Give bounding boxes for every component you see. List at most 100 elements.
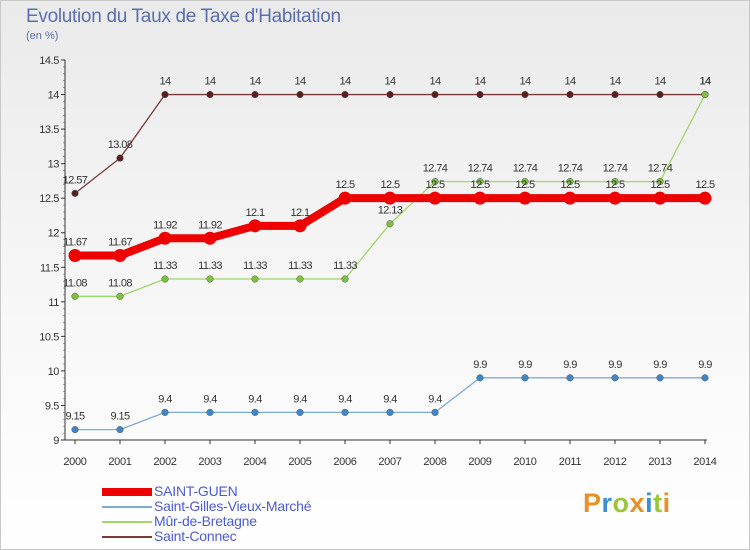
- data-label-mur-de-bretagne: 12.74: [603, 163, 628, 175]
- data-label-mur-de-bretagne: 12.74: [423, 163, 448, 175]
- data-label-saint-gilles-vieux-marche: 9.4: [428, 393, 442, 405]
- data-point-saint-guen: [338, 191, 352, 205]
- chart-subtitle: (en %): [26, 30, 59, 42]
- data-label-saint-connec: 14: [654, 76, 666, 88]
- legend-swatch: [102, 536, 152, 538]
- data-point-saint-guen: [68, 249, 82, 263]
- proxiti-logo: Proxiti: [583, 488, 671, 519]
- data-point-mur-de-bretagne: [341, 275, 349, 283]
- data-point-saint-guen: [113, 249, 127, 263]
- data-point-saint-guen: [518, 191, 532, 205]
- data-point-mur-de-bretagne: [251, 275, 259, 283]
- data-label-saint-guen: 11.92: [153, 219, 177, 231]
- data-point-saint-connec: [161, 90, 169, 99]
- data-point-saint-connec: [251, 90, 259, 99]
- y-tick-label: 14: [48, 90, 60, 102]
- data-point-mur-de-bretagne: [296, 275, 304, 283]
- data-point-saint-gilles-vieux-marche: [701, 374, 709, 382]
- data-label-mur-de-bretagne: 11.33: [153, 260, 177, 272]
- data-point-saint-gilles-vieux-marche: [476, 374, 484, 382]
- y-tick-label: 10: [48, 366, 60, 378]
- data-point-mur-de-bretagne: [566, 178, 574, 186]
- x-tick-label: 2005: [288, 456, 311, 468]
- data-label-saint-guen: 12.1: [245, 207, 264, 219]
- data-label-saint-connec: 14: [699, 76, 711, 88]
- data-label-saint-gilles-vieux-marche: 9.4: [383, 393, 397, 405]
- data-point-saint-connec: [611, 90, 619, 99]
- data-label-saint-guen: 12.5: [695, 179, 714, 191]
- data-label-mur-de-bretagne: 12.74: [648, 163, 673, 175]
- data-point-saint-connec: [341, 90, 349, 99]
- x-tick-label: 2008: [423, 456, 446, 468]
- data-point-mur-de-bretagne: [206, 275, 214, 283]
- data-label-saint-connec: 14: [249, 76, 261, 88]
- data-label-saint-gilles-vieux-marche: 9.9: [698, 359, 712, 371]
- chart-title: Evolution du Taux de Taxe d'Habitation: [26, 6, 341, 27]
- x-tick-label: 2014: [693, 456, 716, 468]
- legend-label: SAINT-GUEN: [154, 483, 238, 499]
- data-point-saint-guen: [248, 219, 262, 233]
- data-point-saint-guen: [203, 231, 217, 245]
- data-label-saint-gilles-vieux-marche: 9.4: [338, 393, 352, 405]
- data-label-saint-gilles-vieux-marche: 9.9: [563, 359, 577, 371]
- data-point-saint-connec: [521, 90, 529, 99]
- data-point-saint-guen: [158, 231, 172, 245]
- data-point-saint-connec: [656, 90, 664, 99]
- data-label-saint-guen: 12.1: [290, 207, 309, 219]
- data-label-saint-gilles-vieux-marche: 9.15: [110, 411, 129, 423]
- x-tick-label: 2006: [333, 456, 356, 468]
- data-point-saint-gilles-vieux-marche: [161, 408, 169, 416]
- data-point-saint-guen: [473, 191, 487, 205]
- data-point-mur-de-bretagne: [656, 178, 664, 186]
- data-label-saint-connec: 13.08: [108, 139, 133, 151]
- logo-letter: i: [645, 488, 654, 518]
- x-tick-label: 2003: [198, 456, 221, 468]
- data-label-saint-gilles-vieux-marche: 9.4: [158, 393, 172, 405]
- data-point-saint-gilles-vieux-marche: [116, 426, 124, 434]
- data-point-saint-connec: [206, 90, 214, 99]
- data-point-saint-guen: [608, 191, 622, 205]
- data-label-mur-de-bretagne: 12.74: [558, 163, 583, 175]
- data-point-saint-connec: [296, 90, 304, 99]
- logo-letter: t: [653, 488, 663, 518]
- legend-label: Saint-Gilles-Vieux-Marché: [154, 498, 312, 514]
- data-point-saint-gilles-vieux-marche: [206, 408, 214, 416]
- data-label-saint-connec: 14: [204, 76, 216, 88]
- data-point-mur-de-bretagne: [116, 292, 124, 300]
- logo-letter: o: [612, 488, 630, 518]
- data-label-saint-gilles-vieux-marche: 9.9: [518, 359, 532, 371]
- data-point-saint-gilles-vieux-marche: [251, 408, 259, 416]
- data-point-mur-de-bretagne: [476, 178, 484, 186]
- legend-swatch: [102, 521, 152, 523]
- data-label-saint-gilles-vieux-marche: 9.4: [293, 393, 307, 405]
- data-label-saint-guen: 11.92: [198, 219, 222, 231]
- data-label-saint-connec: 14: [609, 76, 621, 88]
- data-label-saint-guen: 11.67: [108, 237, 132, 249]
- data-point-saint-guen: [653, 191, 667, 205]
- data-label-saint-connec: 14: [294, 76, 306, 88]
- data-label-saint-guen: 12.5: [470, 179, 489, 191]
- x-tick-label: 2007: [378, 456, 401, 468]
- data-point-saint-gilles-vieux-marche: [521, 374, 529, 382]
- x-tick-label: 2000: [63, 456, 86, 468]
- data-point-saint-connec: [386, 90, 394, 99]
- y-tick-label: 13: [48, 159, 60, 171]
- data-point-mur-de-bretagne: [386, 220, 394, 228]
- logo-letter: x: [629, 488, 646, 518]
- data-point-mur-de-bretagne: [161, 275, 169, 283]
- data-point-mur-de-bretagne: [431, 178, 439, 186]
- data-point-saint-gilles-vieux-marche: [341, 408, 349, 416]
- data-label-saint-connec: 14: [564, 76, 576, 88]
- x-tick-label: 2002: [153, 456, 176, 468]
- data-label-saint-guen: 12.5: [425, 179, 444, 191]
- data-label-mur-de-bretagne: 11.33: [288, 260, 312, 272]
- data-label-mur-de-bretagne: 11.08: [108, 277, 132, 289]
- legend-swatch: [102, 506, 152, 508]
- data-label-mur-de-bretagne: 12.74: [513, 163, 538, 175]
- data-point-saint-connec: [566, 90, 574, 99]
- data-label-saint-connec: 14: [474, 76, 486, 88]
- data-label-saint-connec: 14: [339, 76, 351, 88]
- data-point-mur-de-bretagne: [701, 90, 709, 99]
- data-label-saint-connec: 14: [519, 76, 531, 88]
